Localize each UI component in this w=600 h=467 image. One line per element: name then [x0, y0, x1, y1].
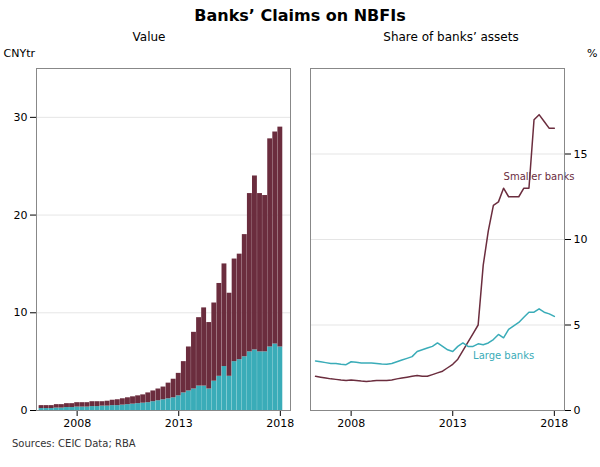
svg-text:10: 10	[14, 306, 28, 319]
svg-text:Smaller banks: Smaller banks	[504, 171, 575, 182]
svg-text:10: 10	[574, 233, 588, 246]
html-text:Sources: CEIC Data; RBA: Sources: CEIC Data; RBA	[12, 438, 136, 449]
svg-text:30: 30	[14, 111, 28, 124]
svg-text:%: %	[587, 47, 597, 60]
svg-text:2013: 2013	[439, 417, 467, 430]
svg-text:20: 20	[14, 209, 28, 222]
svg-text:Large banks: Large banks	[473, 350, 534, 361]
svg-text:2013: 2013	[165, 417, 193, 430]
svg-text:CNYtr: CNYtr	[4, 47, 36, 60]
svg-text:2008: 2008	[63, 417, 91, 430]
svg-text:0: 0	[574, 404, 581, 417]
svg-text:2008: 2008	[337, 417, 365, 430]
svg-text:15: 15	[574, 148, 588, 161]
html-text:Share of banks’ assets: Share of banks’ assets	[383, 30, 519, 44]
svg-text:2018: 2018	[266, 417, 294, 430]
html-text:Banks’ Claims on NBFIs: Banks’ Claims on NBFIs	[194, 6, 406, 25]
svg-text:5: 5	[574, 319, 581, 332]
html-text:Value: Value	[132, 30, 166, 44]
svg-text:0: 0	[21, 404, 28, 417]
svg-text:2018: 2018	[540, 417, 568, 430]
